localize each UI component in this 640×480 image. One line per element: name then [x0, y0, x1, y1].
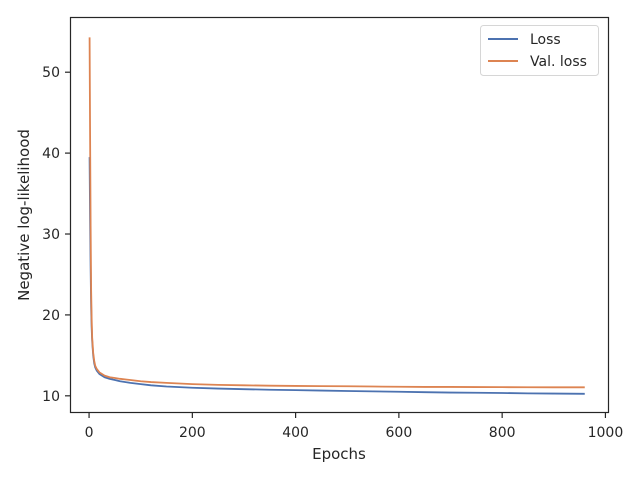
y-tick-label: 20 [42, 308, 60, 324]
y-tick-label: 40 [42, 146, 60, 162]
y-tick-label: 10 [42, 389, 60, 405]
legend-label-val-loss: Val. loss [530, 54, 587, 70]
x-tick-label: 0 [85, 425, 94, 441]
legend: Loss Val. loss [480, 25, 599, 76]
y-axis-label: Negative log-likelihood [15, 129, 33, 301]
y-tick-label: 50 [42, 65, 60, 81]
x-axis: 0 200 400 600 800 1000 [85, 412, 624, 441]
x-axis-label: Epochs [312, 445, 366, 463]
series-layer [88, 37, 585, 395]
x-tick-label: 400 [282, 425, 309, 441]
x-tick-label: 1000 [588, 425, 624, 441]
series-line-val-loss [88, 37, 585, 389]
x-tick-label: 800 [489, 425, 516, 441]
series-line-loss [88, 157, 585, 395]
plot-frame [69, 16, 610, 414]
x-tick-label: 600 [386, 425, 413, 441]
legend-label-loss: Loss [530, 32, 561, 48]
y-axis: 10 20 30 40 50 [42, 65, 71, 405]
x-tick-label: 200 [179, 425, 206, 441]
y-tick-label: 30 [42, 227, 60, 243]
